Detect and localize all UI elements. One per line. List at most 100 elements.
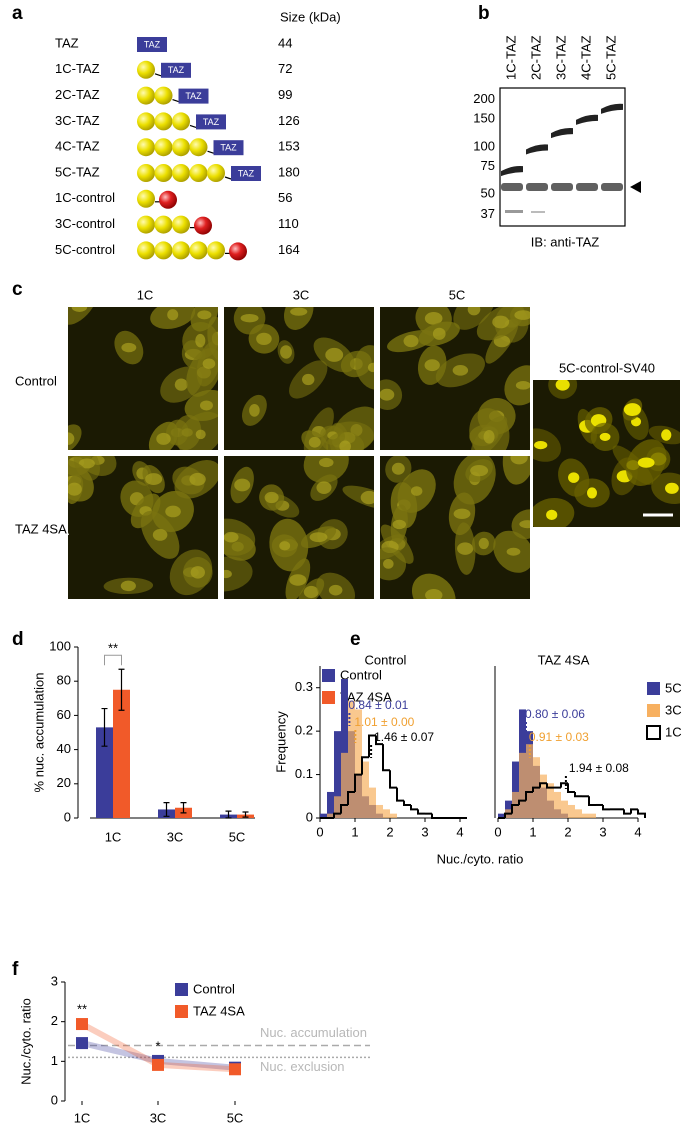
- histogram-bar: [547, 783, 554, 818]
- cells: [224, 456, 374, 599]
- histogram-bar: [526, 744, 533, 818]
- carrier-domain: [207, 241, 225, 260]
- carrier-domain: [137, 164, 155, 182]
- significance: *: [155, 1038, 160, 1053]
- band: [601, 183, 623, 191]
- nucleus: [120, 580, 136, 592]
- y-tick-label: 100: [49, 638, 71, 653]
- construct-size: 44: [278, 35, 292, 50]
- histogram-bar: [341, 752, 348, 818]
- bar: [96, 727, 113, 818]
- taz-box: [161, 62, 191, 78]
- cells: [380, 307, 530, 450]
- cells: [380, 456, 530, 599]
- y-tick-label: 20: [57, 775, 71, 790]
- band: [551, 183, 573, 191]
- nucleus: [623, 403, 641, 416]
- legend-swatch: [322, 669, 335, 682]
- chart-title: Control: [365, 652, 407, 667]
- taz-tag: TAZ: [144, 39, 161, 49]
- y-axis-label: Frequency: [273, 711, 288, 773]
- histogram-step: [410, 804, 418, 811]
- micrograph: [533, 380, 680, 527]
- histogram-step: [389, 770, 397, 789]
- panel-label: c: [12, 279, 23, 300]
- histogram-step: [567, 783, 575, 793]
- x-tick-label: 1C: [105, 829, 122, 844]
- histogram-bar: [369, 787, 376, 818]
- y-tick-label: 1: [51, 1053, 58, 1068]
- nucleus: [199, 400, 213, 411]
- legend-swatch: [175, 983, 188, 996]
- nucleus: [318, 457, 334, 468]
- nucleus: [167, 309, 179, 321]
- nucleus: [546, 509, 558, 521]
- histogram-step: [588, 796, 596, 806]
- nucleus: [392, 519, 407, 530]
- construct-size: 153: [278, 139, 300, 154]
- lane-label: 3C-TAZ: [553, 35, 568, 80]
- micrograph: [380, 456, 530, 599]
- linker: [189, 124, 197, 128]
- arrowhead: [630, 181, 641, 193]
- nucleus: [152, 528, 168, 541]
- nucleus: [457, 542, 474, 555]
- mw-marker: 150: [473, 111, 495, 126]
- taz-tag: TAZ: [185, 91, 202, 101]
- y-tick-label: 0: [51, 1092, 58, 1107]
- linker: [207, 150, 214, 154]
- nucleus: [586, 487, 598, 499]
- legend-swatch: [647, 682, 660, 695]
- band: [531, 211, 545, 213]
- construct-name: 4C-TAZ: [55, 139, 100, 154]
- carrier-domain: [137, 138, 155, 157]
- construct-size: 99: [278, 87, 292, 102]
- legend-label: TAZ 4SA: [193, 1003, 245, 1018]
- nucleus: [328, 584, 343, 596]
- taz-box: [178, 88, 209, 104]
- histogram-step: [630, 808, 638, 814]
- nucleus: [240, 313, 259, 323]
- y-tick-label: 0: [64, 809, 71, 824]
- histogram-bar: [327, 791, 334, 818]
- nucleus: [121, 342, 137, 353]
- histogram-step: [403, 800, 411, 806]
- histogram-bar: [540, 774, 547, 818]
- band: [501, 166, 523, 177]
- nucleus: [452, 365, 469, 376]
- histogram-bar: [383, 809, 390, 818]
- legend-label: Control: [193, 981, 235, 996]
- mean-label: 1.46 ± 0.07: [374, 730, 434, 744]
- carrier-domain: [172, 138, 190, 157]
- histogram-step: [333, 812, 341, 818]
- nucleus: [410, 486, 423, 496]
- nucleus: [514, 310, 530, 320]
- x-tick-label: 2: [386, 824, 393, 839]
- nucleus: [382, 558, 394, 569]
- x-tick-label: 3: [421, 824, 428, 839]
- histogram-bar: [512, 761, 519, 818]
- lane-label: 2C-TAZ: [528, 35, 543, 80]
- histogram-bar: [582, 813, 589, 818]
- column-label: 5C: [449, 287, 466, 302]
- lane-label: 4C-TAZ: [578, 35, 593, 80]
- x-tick-label: 1: [351, 824, 358, 839]
- micrograph: [224, 307, 374, 450]
- histogram-bar: [519, 752, 526, 818]
- band: [526, 144, 548, 155]
- nucleus: [483, 429, 495, 444]
- nucleus: [249, 404, 260, 417]
- row-label: TAZ 4SA: [15, 521, 67, 536]
- control-domain: [229, 242, 247, 261]
- nucleus: [510, 456, 528, 465]
- error-bar: [242, 811, 249, 818]
- mw-marker: 200: [473, 91, 495, 106]
- histogram-bar: [348, 700, 355, 818]
- carrier-domain: [154, 86, 173, 105]
- construct-size: 56: [278, 190, 292, 205]
- micrograph: [380, 307, 530, 450]
- y-tick-label: 60: [57, 707, 71, 722]
- nucleus: [280, 345, 292, 359]
- carrier-domain: [207, 164, 225, 182]
- mw-marker: 37: [481, 206, 495, 221]
